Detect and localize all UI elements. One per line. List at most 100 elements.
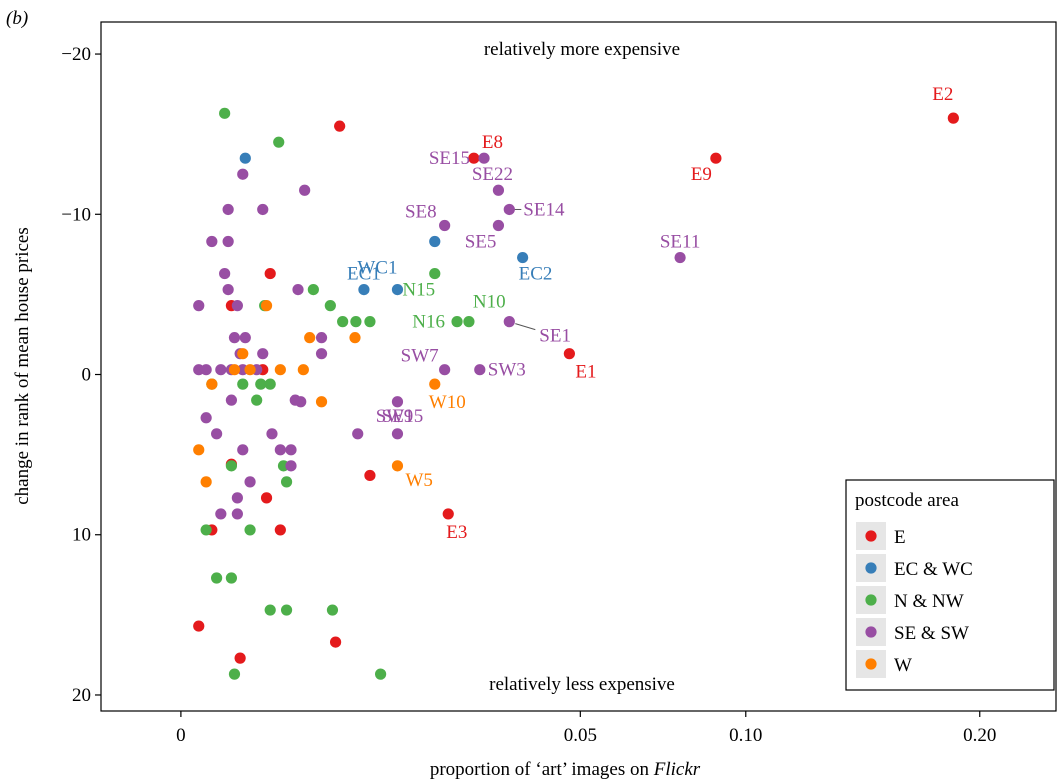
data-point xyxy=(326,604,339,616)
data-point xyxy=(274,444,286,456)
data-point xyxy=(211,428,223,440)
legend-items: E EC & WC N & NW SE & SW W xyxy=(856,522,973,678)
data-point xyxy=(264,378,276,390)
point-label: W10 xyxy=(429,392,466,413)
point-label: W5 xyxy=(405,470,432,491)
data-point xyxy=(206,378,218,390)
data-point xyxy=(200,412,212,424)
y-tick-label: −20 xyxy=(61,44,91,65)
data-point xyxy=(364,316,376,328)
data-point xyxy=(225,460,238,472)
data-point xyxy=(260,492,273,504)
point-label: SE22 xyxy=(472,164,513,185)
data-point xyxy=(391,396,404,408)
data-point xyxy=(337,316,349,328)
point-label: E3 xyxy=(446,522,467,543)
data-point xyxy=(228,668,241,680)
data-point xyxy=(200,364,212,376)
point-label: EC1 xyxy=(347,264,381,285)
data-point xyxy=(304,332,316,344)
data-point xyxy=(451,316,463,328)
data-point xyxy=(215,364,227,376)
data-point xyxy=(463,316,475,328)
data-point xyxy=(315,396,328,408)
data-point xyxy=(239,332,251,344)
point-label: SE15 xyxy=(429,148,470,169)
data-point xyxy=(391,283,404,296)
data-point xyxy=(307,283,319,296)
point-label: E2 xyxy=(932,84,953,105)
data-point xyxy=(274,364,286,376)
data-point xyxy=(429,235,441,248)
point-label: SE9 xyxy=(382,406,414,427)
data-point xyxy=(200,476,212,488)
point-label: WC1 xyxy=(357,258,397,279)
y-tick-label: 10 xyxy=(72,525,91,546)
data-point xyxy=(474,364,486,376)
data-point xyxy=(315,332,328,344)
data-point xyxy=(442,508,454,520)
data-points xyxy=(193,107,959,680)
data-point xyxy=(468,152,480,164)
y-tick-label: 20 xyxy=(72,685,91,706)
data-point xyxy=(391,460,404,472)
data-point xyxy=(251,394,263,406)
legend-label: N & NW xyxy=(894,591,964,612)
point-label: N15 xyxy=(402,280,435,301)
data-point xyxy=(563,348,575,360)
data-point xyxy=(710,152,722,164)
point-label: EC2 xyxy=(519,264,553,285)
y-tick-label: 0 xyxy=(82,365,92,386)
data-point xyxy=(334,120,346,132)
data-point xyxy=(255,378,267,390)
point-label: N16 xyxy=(412,312,445,333)
point-label: E9 xyxy=(691,164,712,185)
data-point xyxy=(264,267,276,280)
legend-swatch xyxy=(865,594,877,606)
point-label: E8 xyxy=(482,132,503,153)
data-point xyxy=(674,251,686,264)
legend-label: SE & SW xyxy=(894,623,969,644)
data-point xyxy=(237,444,249,456)
data-point xyxy=(211,572,223,584)
data-point xyxy=(364,469,376,482)
data-point xyxy=(285,460,297,472)
data-point xyxy=(225,394,238,406)
data-point xyxy=(324,300,336,312)
data-point xyxy=(257,348,269,360)
data-point xyxy=(237,378,249,390)
data-point xyxy=(478,152,490,164)
data-point xyxy=(228,332,241,344)
legend-label: EC & WC xyxy=(894,559,973,580)
data-point xyxy=(503,203,515,216)
label-connectors xyxy=(514,208,536,331)
data-point xyxy=(219,267,231,280)
data-point xyxy=(244,524,256,536)
data-point xyxy=(231,300,243,312)
data-point xyxy=(349,332,361,344)
data-point xyxy=(222,203,234,216)
data-point xyxy=(257,203,269,216)
data-point xyxy=(237,348,249,360)
data-point xyxy=(239,152,251,164)
legend-swatch xyxy=(865,658,877,670)
x-axis: 0 0.05 0.10 0.20 xyxy=(176,711,996,746)
data-point xyxy=(391,428,404,440)
data-point xyxy=(352,428,364,440)
data-point xyxy=(219,107,231,119)
point-label: SE8 xyxy=(405,201,437,222)
panel-label: (b) xyxy=(6,8,28,29)
data-point xyxy=(947,112,959,124)
legend: postcode area E EC & WC N & NW SE & SW W xyxy=(845,479,1055,691)
legend-title: postcode area xyxy=(855,490,959,511)
data-point xyxy=(292,283,304,296)
data-point xyxy=(237,168,249,180)
legend-label: W xyxy=(894,655,912,676)
data-point xyxy=(439,219,451,232)
data-point xyxy=(215,508,227,520)
point-label: E1 xyxy=(575,362,596,383)
legend-swatch xyxy=(865,626,877,638)
point-label: SE11 xyxy=(660,232,700,253)
data-point xyxy=(375,668,387,680)
